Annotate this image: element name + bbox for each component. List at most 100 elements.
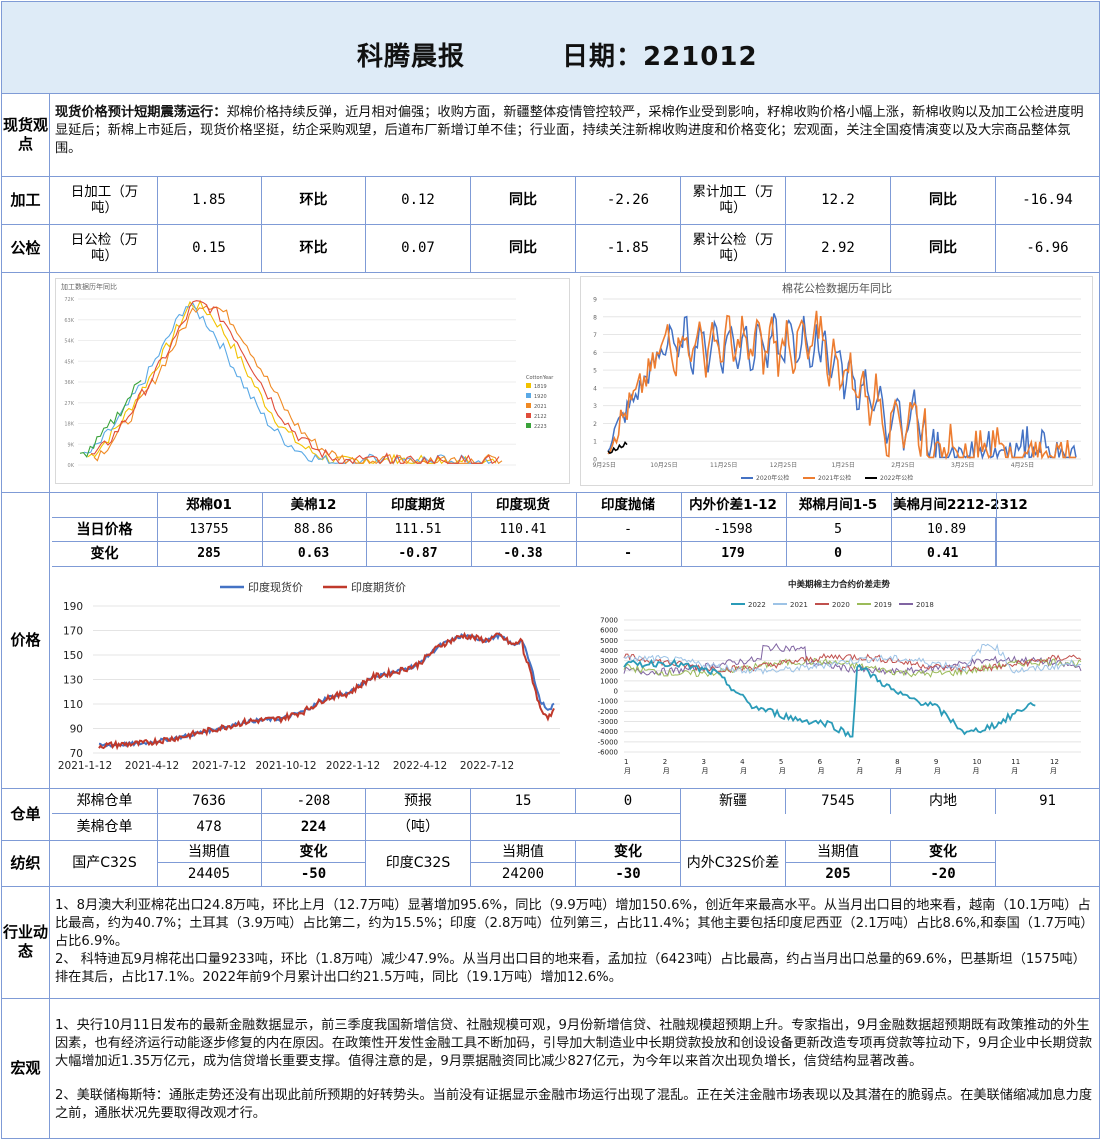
charts-label-blank bbox=[2, 272, 50, 492]
price-header: 郑棉月间1-5 bbox=[798, 497, 878, 513]
x-tick: 11 bbox=[1011, 758, 1020, 766]
processing-label: 加工 bbox=[2, 176, 50, 224]
daily-inspection-value: 0.15 bbox=[192, 240, 226, 256]
cumulative-inspection-value: 2.92 bbox=[821, 240, 855, 256]
processing-chart-yticks: 72K 63K 54K 45K 36K 27K 18K 9K 0K bbox=[64, 297, 74, 469]
x-tick: 12 bbox=[1050, 758, 1059, 766]
y-tick: 1000 bbox=[600, 677, 618, 685]
x-tick-unit: 月 bbox=[1011, 767, 1018, 775]
x-tick-unit: 月 bbox=[895, 767, 902, 775]
price-cell: 0 bbox=[834, 546, 842, 561]
x-tick: 2月25日 bbox=[891, 462, 914, 469]
spread-chart-lines bbox=[623, 642, 1082, 738]
series-line bbox=[98, 631, 555, 751]
price-row-label: 变化 bbox=[90, 546, 119, 562]
y-tick: 2000 bbox=[600, 667, 618, 675]
inspection-chart-xticks: 9月25日 10月25日 11月25日 12月25日 1月25日 2月25日 3月25日 4月… bbox=[592, 462, 1034, 469]
y-tick: 54K bbox=[64, 339, 74, 345]
y-tick: 9 bbox=[593, 297, 597, 304]
daily-processing-label: 日加工（万吨） bbox=[70, 184, 139, 216]
y-tick: 1 bbox=[593, 439, 597, 446]
x-tick: 10月25日 bbox=[650, 462, 677, 469]
cumulative-inspection-label: 累计公检（万吨） bbox=[692, 232, 774, 264]
price-table-divider bbox=[681, 492, 682, 566]
x-tick-unit: 月 bbox=[701, 767, 708, 775]
legend-swatch bbox=[526, 423, 531, 428]
y-tick: 70 bbox=[70, 748, 83, 760]
legend-label: 2022年公检 bbox=[880, 474, 913, 482]
processing-chart-legend: 1819 1920 2021 2122 2223 bbox=[526, 383, 547, 430]
legend-swatch bbox=[526, 413, 531, 418]
daily-processing-value: 1.85 bbox=[192, 192, 226, 208]
price-cell: 111.51 bbox=[394, 521, 442, 537]
y-tick: 130 bbox=[63, 675, 83, 687]
cumulative-processing-label: 累计加工（万吨） bbox=[692, 184, 774, 216]
series-line bbox=[90, 300, 500, 465]
series-line bbox=[607, 310, 1076, 461]
cumulative-processing-yoy-label: 同比 bbox=[929, 192, 957, 208]
c32s-spread-value: 205 bbox=[825, 866, 851, 882]
spread-chart-legend: 2022 2021 2020 2019 2018 bbox=[731, 601, 934, 609]
inland-value: 91 bbox=[1039, 793, 1056, 809]
cumulative-inspection-yoy-label: 同比 bbox=[929, 240, 957, 256]
price-cell: 5 bbox=[834, 521, 842, 537]
y-tick: -5000 bbox=[598, 738, 618, 746]
inspection-label: 公检 bbox=[2, 224, 50, 272]
y-tick: 8 bbox=[593, 314, 597, 321]
india-price-grid bbox=[93, 605, 560, 754]
price-table-divider bbox=[157, 492, 158, 566]
price-label: 价格 bbox=[2, 492, 50, 788]
price-header: 印度现货 bbox=[496, 497, 550, 513]
y-tick: 6 bbox=[593, 350, 597, 357]
legend-label: 2019 bbox=[874, 601, 892, 609]
price-table-divider bbox=[471, 492, 472, 566]
price-header: 美棉12 bbox=[290, 497, 337, 513]
y-tick: 6000 bbox=[600, 627, 618, 635]
y-tick: 9K bbox=[68, 442, 75, 448]
x-tick: 6 bbox=[818, 758, 823, 766]
series-line bbox=[79, 380, 142, 459]
series-line bbox=[98, 631, 555, 748]
cumulative-inspection-yoy-value: -6.96 bbox=[1026, 240, 1069, 256]
inspection-yoy-label: 同比 bbox=[509, 240, 537, 256]
x-tick: 5 bbox=[779, 758, 783, 766]
series-line bbox=[607, 440, 628, 455]
x-tick: 2 bbox=[663, 758, 667, 766]
x-tick: 3 bbox=[701, 758, 705, 766]
x-tick-unit: 月 bbox=[818, 767, 825, 775]
y-tick: 4000 bbox=[600, 647, 618, 655]
legend-label: 2018 bbox=[916, 601, 934, 609]
x-tick-unit: 月 bbox=[740, 767, 747, 775]
price-cell: - bbox=[624, 546, 632, 561]
in-c32s-label: 印度C32S bbox=[385, 855, 451, 871]
y-tick: -3000 bbox=[598, 718, 618, 726]
legend-label: 印度期货价 bbox=[351, 580, 406, 594]
inspection-yoy-value: -1.85 bbox=[606, 240, 650, 256]
y-tick: -2000 bbox=[598, 708, 618, 716]
y-tick: 150 bbox=[63, 650, 83, 662]
xinjiang-value: 7545 bbox=[821, 793, 855, 809]
y-tick: 63K bbox=[64, 318, 74, 324]
y-tick: 5 bbox=[593, 368, 597, 375]
macro-paragraph-1: 1、央行10月11日发布的最新金融数据显示，前三季度我国新增信贷、社融规模可观，… bbox=[55, 1018, 1093, 1069]
spread-chart-yticks: 7000 6000 5000 4000 3000 2000 1000 0 -1000 -2000 -… bbox=[598, 617, 618, 757]
y-tick: 27K bbox=[64, 401, 74, 407]
legend-label: 1819 bbox=[534, 384, 547, 390]
price-cell: 110.41 bbox=[499, 521, 547, 537]
india-price-chart: 印度现货价 印度期货价 190 170 150 130 110 90 70 2021-1-12… bbox=[55, 570, 570, 780]
x-tick: 3月25日 bbox=[951, 462, 974, 469]
x-tick: 2021-1-12 bbox=[58, 760, 112, 772]
x-tick: 10 bbox=[973, 758, 982, 766]
processing-chart-lines bbox=[79, 299, 503, 465]
macro-paragraph-2: 2、美联储梅斯特：通胀走势还没有出现此前所预期的好转势头。当前没有证据显示金融市… bbox=[55, 1088, 1093, 1121]
processing-yoy-label: 同比 bbox=[509, 192, 537, 208]
price-cell: 13755 bbox=[189, 521, 229, 537]
macro-label: 宏观 bbox=[2, 998, 50, 1138]
y-tick: -6000 bbox=[598, 749, 618, 757]
x-tick: 9月25日 bbox=[592, 462, 615, 469]
spread-chart-title: 中美期棉主力合约价差走势 bbox=[788, 579, 891, 590]
price-table-divider bbox=[996, 492, 997, 566]
processing-mom-label: 环比 bbox=[299, 192, 328, 208]
industry-paragraph-2: 2、 科特迪瓦9月棉花出口量9233吨，环比（1.8万吨）减少47.9%。从当月… bbox=[55, 952, 1086, 985]
